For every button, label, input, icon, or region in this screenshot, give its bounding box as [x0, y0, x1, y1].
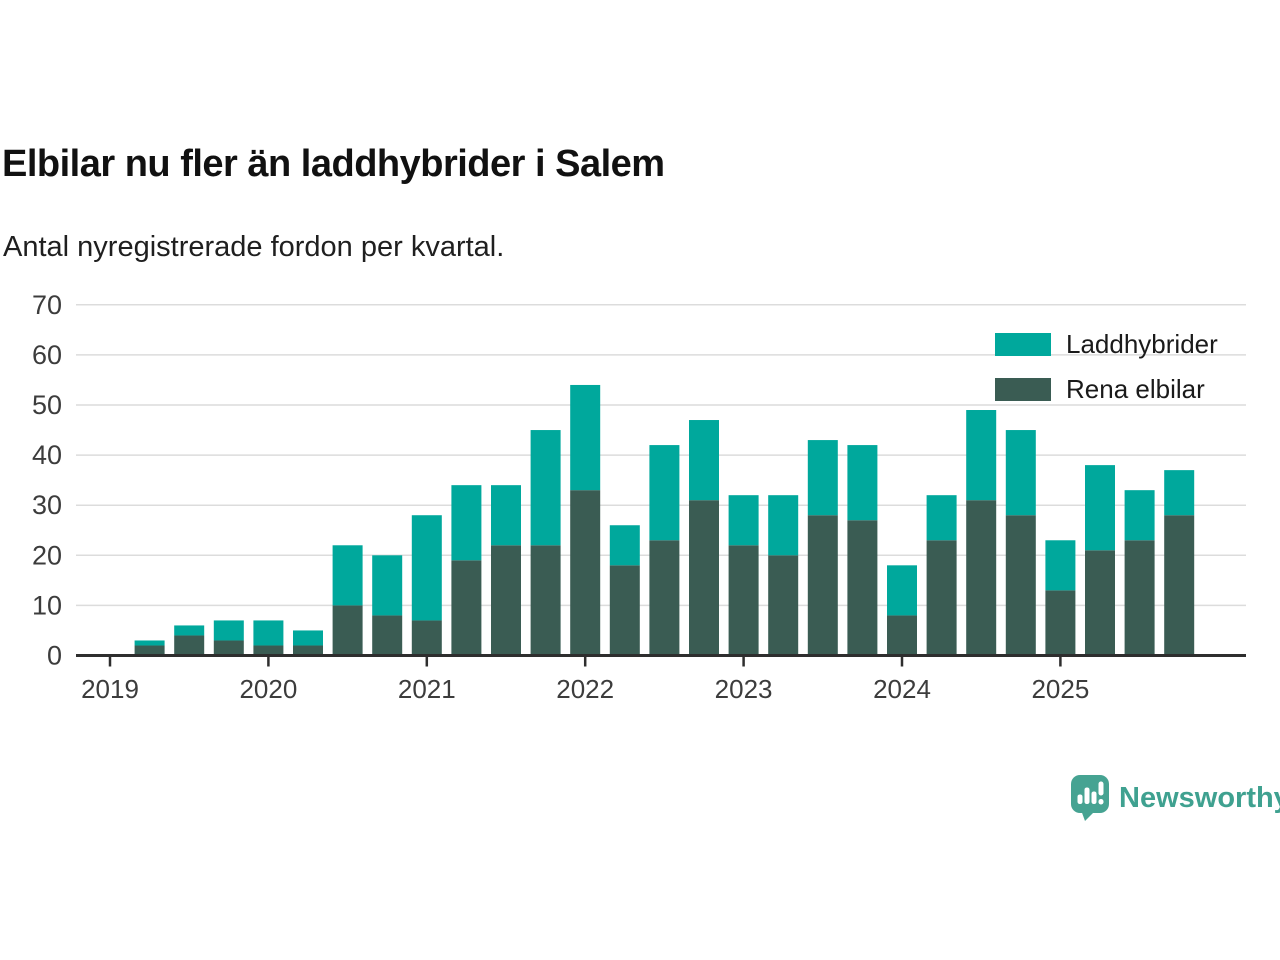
legend-swatch-0	[995, 333, 1051, 356]
svg-text:20: 20	[32, 540, 62, 570]
svg-text:2020: 2020	[239, 674, 297, 704]
svg-text:70: 70	[32, 290, 62, 320]
svg-text:2022: 2022	[556, 674, 614, 704]
svg-text:2024: 2024	[873, 674, 931, 704]
chart-title: Elbilar nu fler än laddhybrider i Salem	[2, 143, 665, 185]
svg-text:10: 10	[32, 590, 62, 620]
svg-text:40: 40	[32, 440, 62, 470]
legend-item-rena-elbilar: Rena elbilar	[995, 374, 1218, 405]
svg-text:0: 0	[47, 641, 62, 671]
legend-swatch-1	[995, 378, 1051, 401]
chart-legend: Laddhybrider Rena elbilar	[995, 329, 1218, 405]
chart-subtitle: Antal nyregistrerade fordon per kvartal.	[3, 231, 505, 263]
svg-text:2025: 2025	[1031, 674, 1089, 704]
svg-text:60: 60	[32, 340, 62, 370]
newsworthy-logo-icon	[1071, 775, 1109, 821]
brand-name: Newsworthy	[1119, 781, 1280, 814]
legend-item-laddhybrider: Laddhybrider	[995, 329, 1218, 360]
svg-text:2019: 2019	[81, 674, 139, 704]
legend-label-rena-elbilar: Rena elbilar	[1066, 374, 1205, 404]
svg-text:30: 30	[32, 490, 62, 520]
svg-text:2023: 2023	[715, 674, 773, 704]
brand-footer: Newsworthy	[1070, 774, 1280, 822]
svg-text:50: 50	[32, 390, 62, 420]
svg-text:2021: 2021	[398, 674, 456, 704]
legend-label-laddhybrider: Laddhybrider	[1066, 329, 1218, 359]
